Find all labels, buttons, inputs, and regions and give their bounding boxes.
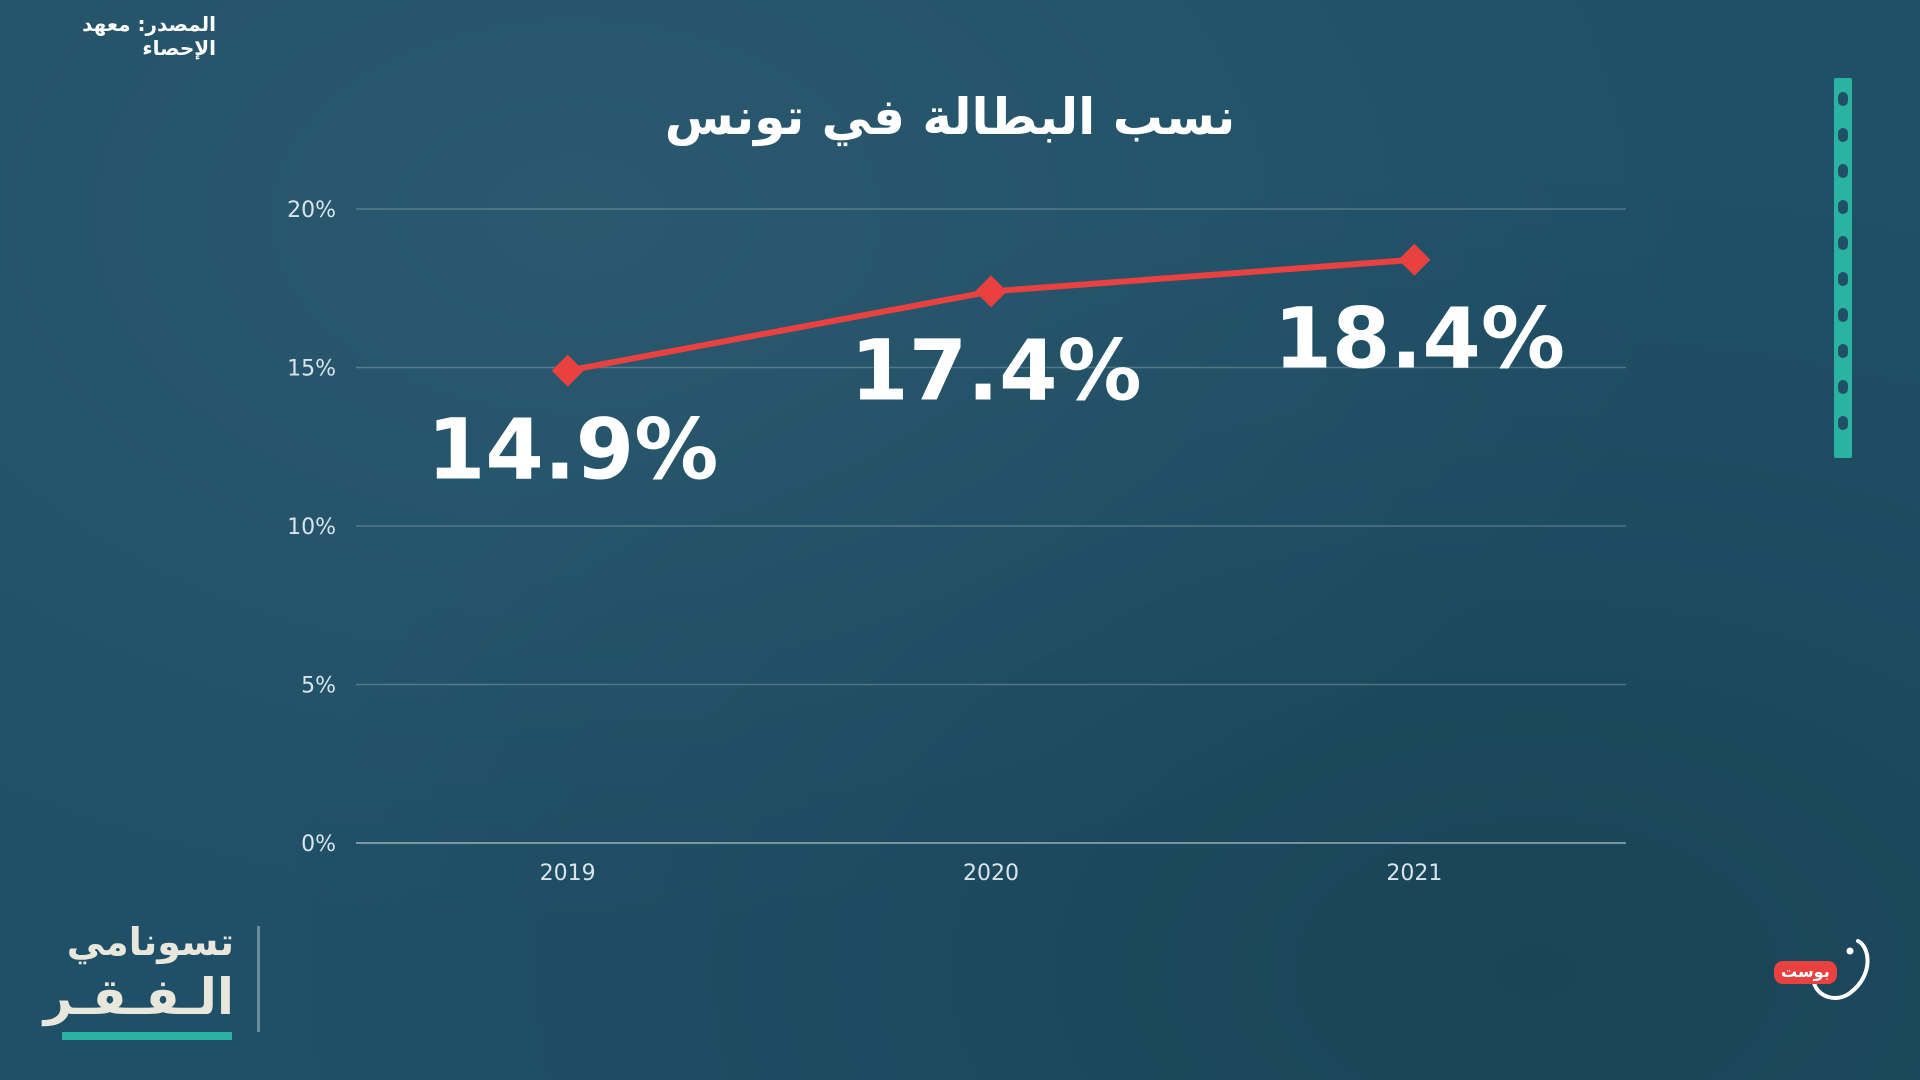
publisher-logo-mark-icon — [1812, 939, 1870, 1000]
data-label: 17.4% — [850, 321, 1141, 419]
series-logo-underline — [62, 1032, 232, 1040]
x-tick-label: 2021 — [1386, 861, 1442, 886]
film-strip-decoration — [1834, 78, 1852, 458]
series-logo: تسونامي الـفـقـر — [30, 920, 260, 1050]
series-logo-line1: تسونامي — [66, 920, 234, 964]
data-point-marker — [975, 275, 1007, 308]
x-tick-label: 2019 — [540, 861, 596, 886]
publisher-logo: بوست — [1770, 935, 1890, 1015]
x-axis-tick-labels: 2019 2020 2021 — [540, 861, 1443, 886]
publisher-logo-badge: بوست — [1774, 961, 1837, 984]
data-point-marker — [1398, 243, 1431, 276]
series-markers — [551, 243, 1431, 387]
chart-title: نسب البطالة في تونس — [664, 88, 1236, 146]
y-tick-label: 10% — [287, 515, 336, 540]
y-tick-label: 5% — [301, 674, 336, 699]
y-axis-tick-labels: 0% 5% 10% 15% 20% — [287, 198, 336, 857]
data-label: 14.9% — [427, 401, 718, 499]
series-logo-line2: الـفـقـر — [43, 968, 234, 1026]
series-logo-divider — [257, 926, 260, 1032]
y-tick-label: 15% — [287, 357, 336, 382]
data-point-marker — [551, 354, 584, 387]
grid-lines — [356, 208, 1626, 844]
source-label: المصدر: معهد الإحصاء — [82, 12, 216, 60]
y-tick-label: 0% — [301, 832, 336, 857]
data-label: 18.4% — [1274, 290, 1565, 388]
y-tick-label: 20% — [287, 198, 336, 223]
data-labels: 14.9% 17.4% 18.4% — [427, 290, 1565, 499]
x-tick-label: 2020 — [963, 861, 1019, 886]
